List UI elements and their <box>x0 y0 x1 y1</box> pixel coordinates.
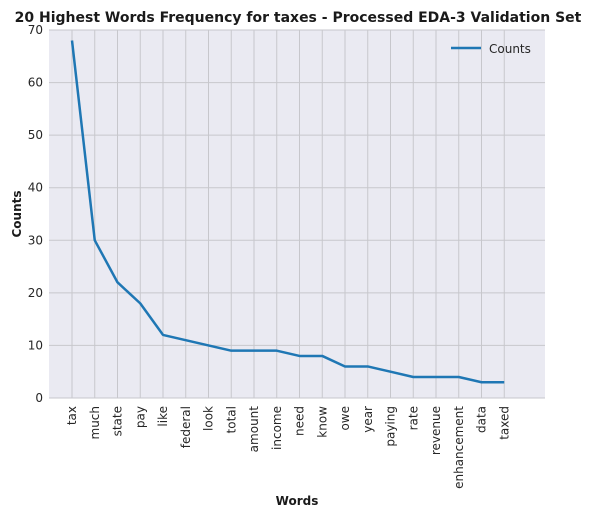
x-tick-label: federal <box>179 406 193 448</box>
x-tick-label: revenue <box>429 406 443 455</box>
x-axis: tax much state pay like federal look total amoun… <box>65 406 511 489</box>
x-axis-label: Words <box>276 494 319 508</box>
y-axis-label: Counts <box>10 190 24 237</box>
x-tick-label: year <box>361 406 375 433</box>
x-tick-label: taxed <box>497 406 511 440</box>
y-axis: 0 10 20 30 40 50 60 70 <box>28 23 43 405</box>
x-tick-label: owe <box>338 406 352 431</box>
x-tick-label: paying <box>384 406 398 447</box>
x-tick-label: need <box>293 406 307 436</box>
legend-label: Counts <box>489 42 531 56</box>
x-tick-label: pay <box>133 406 147 428</box>
x-tick-label: know <box>315 406 329 438</box>
y-tick-label: 40 <box>28 181 43 195</box>
y-tick-label: 30 <box>28 233 43 247</box>
x-tick-label: rate <box>406 406 420 430</box>
chart-title: 20 Highest Words Frequency for taxes - P… <box>15 10 582 26</box>
y-tick-label: 70 <box>28 23 43 37</box>
x-tick-label: much <box>88 406 102 440</box>
x-tick-label: enhancement <box>452 406 466 489</box>
x-tick-label: data <box>475 406 489 433</box>
y-tick-label: 60 <box>28 76 43 90</box>
plot-area <box>49 30 545 398</box>
y-tick-label: 10 <box>28 338 43 352</box>
x-tick-label: tax <box>65 406 79 425</box>
y-tick-label: 0 <box>35 391 43 405</box>
x-tick-label: total <box>224 406 238 433</box>
legend: Counts <box>451 42 531 56</box>
grid <box>49 29 545 399</box>
x-tick-label: state <box>111 406 125 436</box>
y-tick-label: 20 <box>28 286 43 300</box>
x-tick-label: like <box>156 406 170 427</box>
x-tick-label: amount <box>247 406 261 453</box>
y-tick-label: 50 <box>28 128 43 142</box>
x-tick-label: income <box>270 406 284 450</box>
series-line-counts <box>70 40 505 384</box>
x-tick-label: look <box>202 406 216 431</box>
